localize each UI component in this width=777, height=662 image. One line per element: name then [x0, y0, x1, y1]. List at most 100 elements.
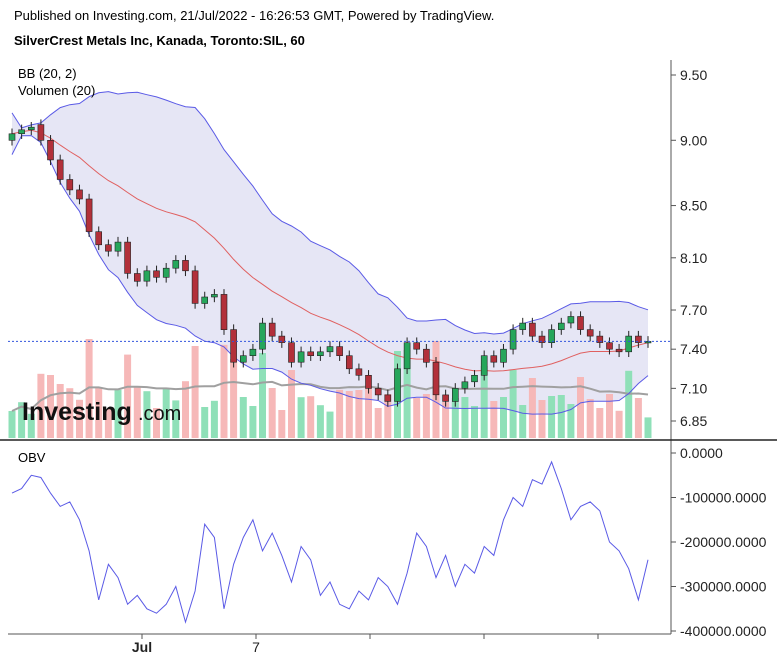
candle-body	[625, 335, 633, 353]
candle	[56, 154, 64, 185]
candle	[355, 363, 363, 381]
volume-bar	[625, 370, 633, 438]
volume-bar	[191, 346, 199, 438]
candle-body	[278, 335, 286, 343]
volume-bar	[365, 386, 372, 438]
candle-body	[8, 133, 16, 141]
volume-bar	[451, 398, 459, 438]
volume-bar	[557, 395, 565, 438]
candle	[432, 357, 440, 401]
volume-bar	[606, 394, 613, 438]
volume-indicator-label[interactable]: Volumen (20)	[18, 83, 95, 98]
candle	[307, 346, 315, 361]
candle-body	[423, 348, 430, 363]
chart-title: SilverCrest Metals Inc, Kanada, Toronto:…	[14, 33, 305, 48]
candle	[47, 135, 54, 166]
volume-bar	[124, 354, 132, 438]
volume-bar	[442, 402, 450, 438]
volume-bar	[268, 388, 276, 438]
volume-bar	[461, 397, 469, 438]
candle	[124, 236, 131, 279]
volume-bar	[345, 391, 353, 438]
candle	[134, 268, 141, 287]
candle	[201, 291, 208, 309]
volume-bar	[239, 397, 247, 438]
price-tick-label: 8.10	[680, 250, 707, 266]
candle-body	[586, 329, 594, 337]
candle	[519, 317, 527, 335]
candle-body	[134, 273, 141, 282]
volume-bar	[509, 370, 517, 438]
obv-indicator-label[interactable]: OBV	[18, 450, 46, 465]
volume-bar	[413, 398, 421, 438]
volume-bar	[336, 389, 344, 438]
candlesticks	[8, 119, 652, 407]
volume-bar	[288, 370, 295, 438]
volume-bar	[8, 411, 16, 438]
bb-indicator-label[interactable]: BB (20, 2)	[18, 66, 77, 81]
candle-body	[557, 322, 565, 330]
volume-bar	[548, 396, 556, 438]
candle	[317, 346, 324, 361]
candle-body	[374, 388, 382, 396]
candle	[268, 317, 276, 342]
candle	[538, 330, 546, 348]
candle-body	[471, 374, 478, 383]
candle	[500, 343, 507, 368]
volume-bar	[355, 390, 363, 438]
candle	[471, 370, 478, 388]
candle	[596, 330, 604, 348]
volume-bar	[27, 413, 35, 438]
candle	[606, 337, 613, 355]
obv-line	[11, 460, 649, 624]
candle	[557, 317, 565, 335]
candle	[451, 383, 459, 407]
volume-ma	[11, 380, 649, 412]
candle	[297, 346, 305, 368]
volume-bar	[37, 373, 45, 438]
volume-bar	[104, 409, 112, 438]
candle-body	[317, 351, 324, 356]
volume-bar	[278, 410, 286, 438]
obv-tick-label: -300000.0000	[680, 579, 767, 595]
investing-logo: Investing .com	[22, 398, 181, 426]
volume-bar	[182, 381, 189, 438]
volume-bar	[615, 410, 623, 438]
candle-body	[211, 294, 218, 298]
candle	[394, 363, 401, 407]
candle	[509, 324, 517, 355]
candle-body	[124, 241, 131, 274]
candle-body	[37, 124, 45, 141]
candle-body	[76, 189, 83, 200]
volume-ma-line	[11, 380, 649, 412]
candle-body	[529, 322, 536, 337]
volume-bar	[66, 388, 74, 438]
volume-bar	[297, 397, 305, 438]
candle-body	[500, 348, 507, 363]
price-tick-label: 8.50	[680, 198, 707, 214]
candle-body	[18, 129, 25, 135]
candle-body	[288, 342, 295, 363]
candle	[625, 330, 633, 358]
volume-bar	[249, 406, 257, 438]
candle	[577, 311, 584, 335]
candle-body	[268, 322, 276, 337]
volume-bar	[18, 402, 26, 438]
volume-bar	[490, 401, 498, 438]
volume-bar	[220, 344, 228, 438]
candle-body	[635, 335, 642, 343]
candle-body	[114, 241, 122, 252]
candle	[403, 337, 411, 374]
candle	[442, 389, 449, 407]
bb-area	[12, 91, 648, 415]
candle	[384, 389, 392, 407]
volume-bar	[95, 387, 103, 438]
candle-body	[365, 374, 372, 389]
candle	[191, 265, 199, 309]
candle	[162, 263, 170, 283]
candle-body	[162, 267, 170, 278]
candle-body	[172, 260, 180, 269]
candle	[374, 383, 382, 401]
candle-body	[577, 316, 584, 330]
